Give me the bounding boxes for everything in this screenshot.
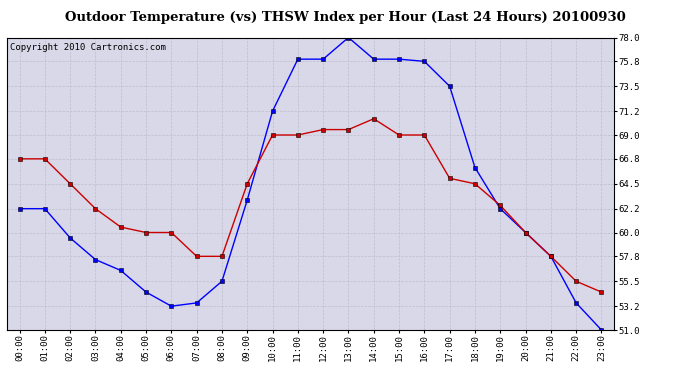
Text: Outdoor Temperature (vs) THSW Index per Hour (Last 24 Hours) 20100930: Outdoor Temperature (vs) THSW Index per …: [65, 11, 625, 24]
Text: Copyright 2010 Cartronics.com: Copyright 2010 Cartronics.com: [10, 44, 166, 52]
